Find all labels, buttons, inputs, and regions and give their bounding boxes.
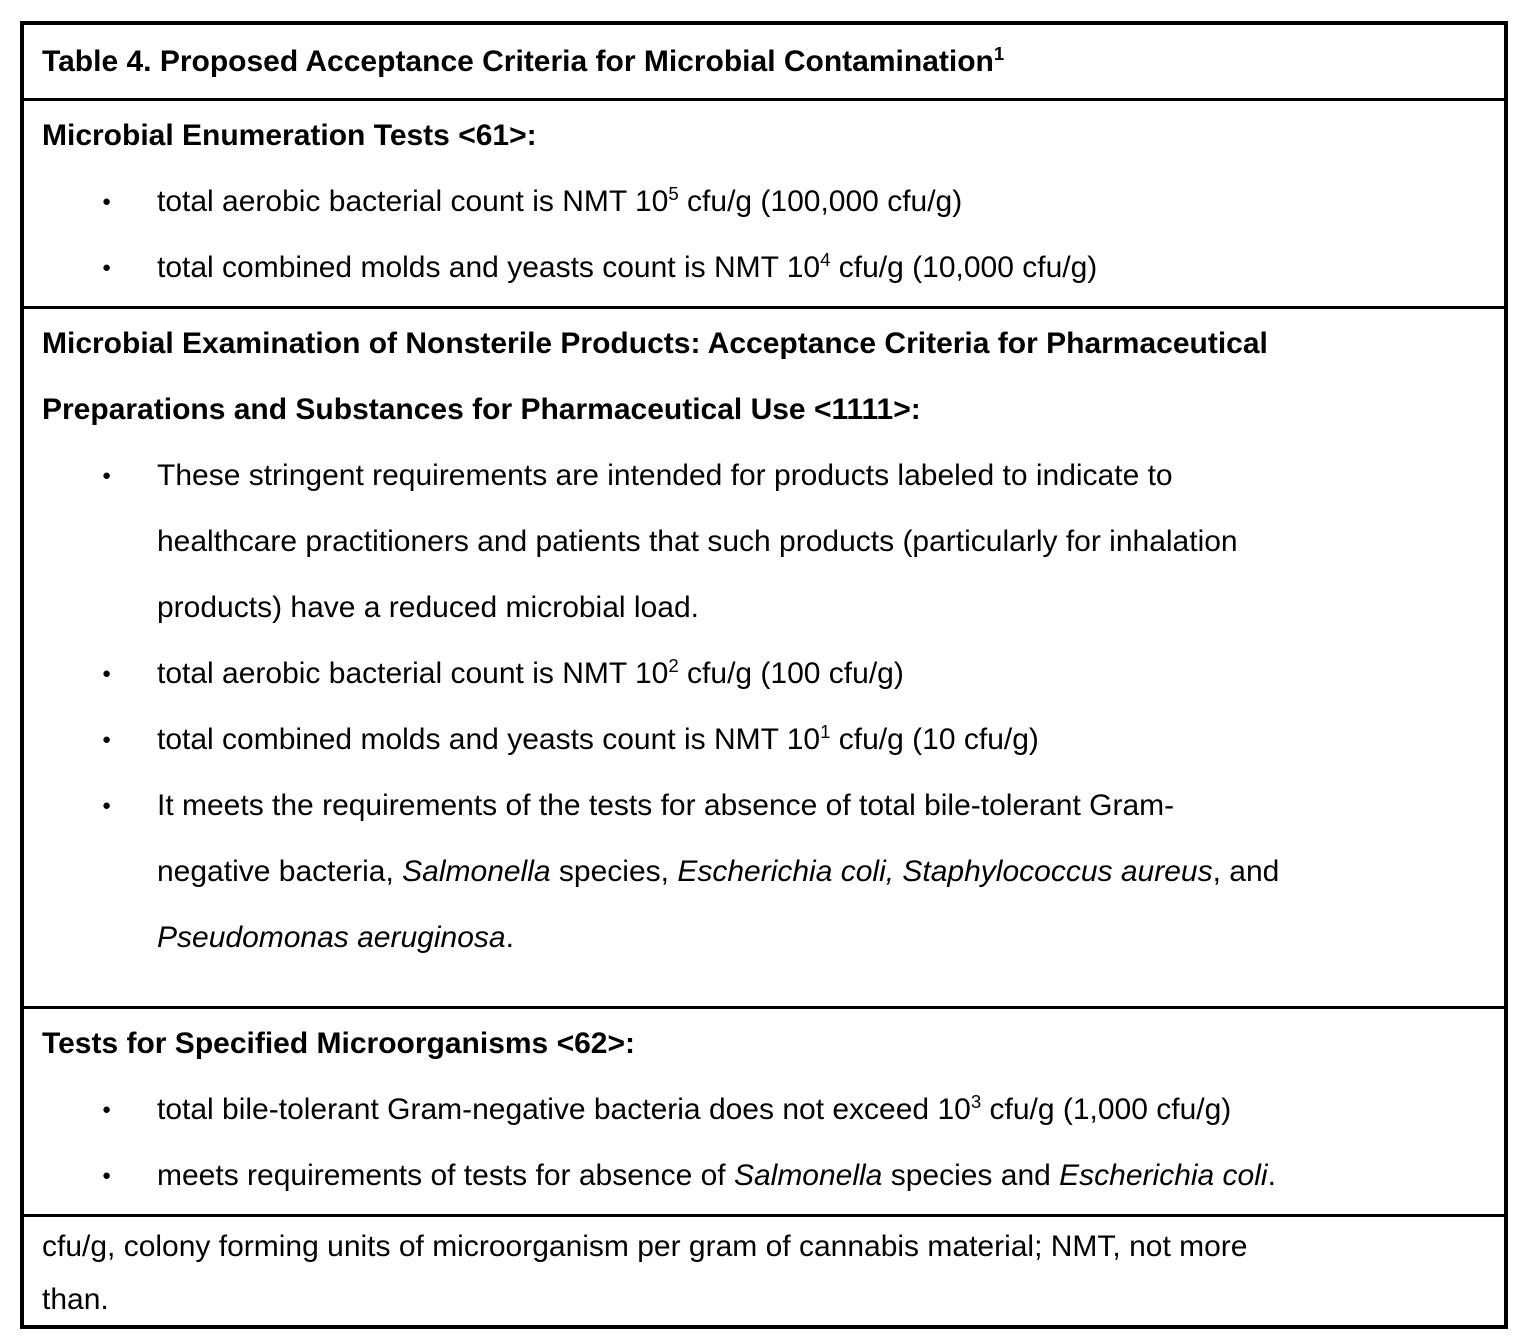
bullet-item: ● total combined molds and yeasts count i…: [42, 235, 1484, 301]
acceptance-criteria-table: Table 4. Proposed Acceptance Criteria fo…: [20, 21, 1508, 1329]
text-run: .: [505, 921, 514, 954]
bullet-dot-icon: ●: [102, 193, 112, 210]
italic-run: Escherichia coli, Staphylococcus aureus: [677, 855, 1213, 888]
superscript-run: 2: [668, 655, 679, 676]
bullet-text: total bile-tolerant Gram-negative bacter…: [157, 1091, 1232, 1126]
text-run: cfu/g (10,000 cfu/g): [830, 251, 1098, 284]
bullet-dot-icon: ●: [102, 259, 112, 276]
text-run: total combined molds and yeasts count is…: [157, 723, 821, 756]
text-run: cfu/g (10 cfu/g): [830, 723, 1039, 756]
text-run: species,: [550, 855, 678, 888]
superscript-run: 1: [993, 43, 1005, 64]
text-run: total bile-tolerant Gram-negative bacter…: [157, 1093, 971, 1126]
text-run: , and: [1212, 855, 1280, 888]
table-title: Table 4. Proposed Acceptance Criteria fo…: [42, 29, 1484, 95]
italic-run: Salmonella: [733, 1159, 883, 1192]
bullet-list: ● These stringent requirements are intend…: [42, 443, 1484, 971]
bullet-list: ● total bile-tolerant Gram-negative bacte…: [42, 1077, 1484, 1209]
bullet-text: It meets the requirements of the tests f…: [157, 789, 1279, 954]
superscript-run: 1: [820, 721, 831, 742]
bullet-item: ● meets requirements of tests for absence…: [42, 1143, 1484, 1209]
text-run: Preparations and Substances for Pharmace…: [42, 393, 921, 426]
bullet-dot-icon: ●: [102, 665, 112, 682]
text-run: total aerobic bacterial count is NMT 10: [157, 657, 669, 690]
bullet-dot-icon: ●: [102, 467, 112, 484]
bullet-item: ● It meets the requirements of the tests …: [42, 773, 1484, 971]
bullet-dot-icon: ●: [102, 1167, 112, 1184]
bullet-item: ● total aerobic bacterial count is NMT 10…: [42, 641, 1484, 707]
superscript-run: 4: [820, 249, 831, 270]
text-run: cfu/g (1,000 cfu/g): [981, 1093, 1232, 1126]
bullet-text: total combined molds and yeasts count is…: [157, 721, 1039, 756]
text-run: meets requirements of tests for absence …: [157, 1159, 734, 1192]
bullet-text: total aerobic bacterial count is NMT 102…: [157, 655, 904, 690]
text-run: .: [1267, 1159, 1276, 1192]
footnote-text: cfu/g, colony forming units of microorga…: [42, 1220, 1484, 1325]
section-microbial-enumeration-tests: Microbial Enumeration Tests <61>: ● total…: [24, 98, 1504, 306]
text-run: healthcare practitioners and patients th…: [157, 525, 1238, 558]
bullet-item: ● total aerobic bacterial count is NMT 10…: [42, 169, 1484, 235]
text-run: species and: [882, 1159, 1060, 1192]
section-heading: Microbial Enumeration Tests <61>:: [42, 103, 1484, 169]
italic-run: Salmonella: [402, 855, 551, 888]
italic-run: Escherichia coli: [1059, 1159, 1268, 1192]
bullet-item: ● total bile-tolerant Gram-negative bacte…: [42, 1077, 1484, 1143]
section-tests-specified-microorganisms: Tests for Specified Microorganisms <62>:…: [24, 1006, 1504, 1214]
section-heading: Microbial Examination of Nonsterile Prod…: [42, 311, 1484, 443]
footnote-row: cfu/g, colony forming units of microorga…: [24, 1214, 1504, 1325]
bullet-text: meets requirements of tests for absence …: [157, 1159, 1276, 1192]
text-run: Microbial Examination of Nonsterile Prod…: [42, 327, 1268, 360]
bullet-text: total combined molds and yeasts count is…: [157, 249, 1098, 284]
text-run: cfu/g, colony forming units of microorga…: [42, 1230, 1248, 1263]
bullet-dot-icon: ●: [102, 731, 112, 748]
bullet-list: ● total aerobic bacterial count is NMT 10…: [42, 169, 1484, 301]
bullet-dot-icon: ●: [102, 1101, 112, 1118]
text-run: Table 4. Proposed Acceptance Criteria fo…: [42, 45, 994, 78]
bullet-text: These stringent requirements are intende…: [157, 459, 1238, 624]
superscript-run: 3: [970, 1091, 982, 1112]
bullet-text: total aerobic bacterial count is NMT 105…: [157, 183, 963, 218]
text-run: cfu/g (100 cfu/g): [678, 657, 904, 690]
bullet-item: ● total combined molds and yeasts count i…: [42, 707, 1484, 773]
bullet-item: ● These stringent requirements are intend…: [42, 443, 1484, 641]
bullet-dot-icon: ●: [102, 797, 112, 814]
italic-run: Pseudomonas aeruginosa: [157, 921, 506, 954]
text-run: It meets the requirements of the tests f…: [157, 789, 1175, 822]
section-microbial-examination-nonsterile: Microbial Examination of Nonsterile Prod…: [24, 306, 1504, 1006]
text-run: cfu/g (100,000 cfu/g): [678, 185, 963, 218]
text-run: These stringent requirements are intende…: [157, 459, 1173, 492]
section-heading: Tests for Specified Microorganisms <62>:: [42, 1011, 1484, 1077]
text-run: total aerobic bacterial count is NMT 10: [157, 185, 669, 218]
text-run: products) have a reduced microbial load.: [157, 591, 699, 624]
table-title-row: Table 4. Proposed Acceptance Criteria fo…: [24, 25, 1504, 98]
text-run: total combined molds and yeasts count is…: [157, 251, 821, 284]
text-run: than.: [42, 1283, 109, 1316]
superscript-run: 5: [668, 183, 679, 204]
text-run: Tests for Specified Microorganisms <62>:: [42, 1027, 635, 1060]
text-run: negative bacteria,: [157, 855, 403, 888]
text-run: Microbial Enumeration Tests <61>:: [42, 119, 537, 152]
